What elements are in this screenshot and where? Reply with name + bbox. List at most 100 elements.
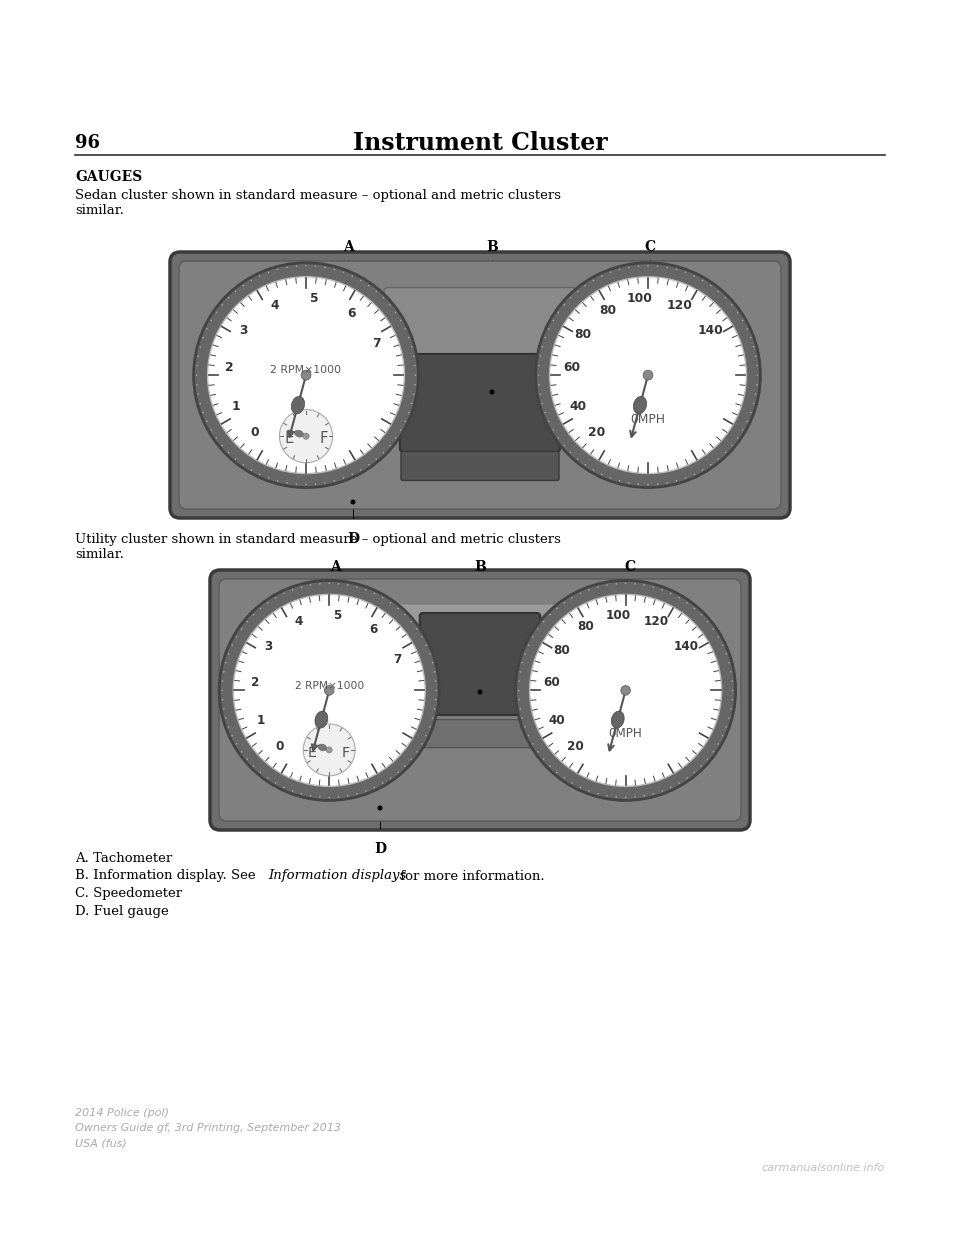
- Circle shape: [732, 689, 733, 692]
- Text: 120: 120: [666, 298, 692, 312]
- Circle shape: [259, 473, 260, 476]
- Circle shape: [243, 284, 244, 287]
- Text: for more information.: for more information.: [396, 869, 544, 883]
- Circle shape: [228, 452, 229, 453]
- Circle shape: [592, 279, 594, 281]
- Circle shape: [725, 297, 726, 298]
- FancyBboxPatch shape: [219, 579, 741, 821]
- Circle shape: [606, 584, 608, 586]
- Circle shape: [286, 267, 288, 268]
- Circle shape: [564, 445, 565, 446]
- Circle shape: [373, 592, 375, 594]
- Text: carmanualsonline.info: carmanualsonline.info: [761, 1163, 885, 1172]
- Circle shape: [416, 628, 418, 630]
- FancyBboxPatch shape: [401, 451, 559, 481]
- Circle shape: [292, 589, 294, 591]
- Circle shape: [198, 394, 199, 395]
- Circle shape: [701, 765, 702, 766]
- Text: 2: 2: [226, 360, 234, 374]
- Circle shape: [373, 786, 375, 789]
- Circle shape: [540, 355, 541, 356]
- Circle shape: [661, 790, 663, 791]
- Circle shape: [755, 355, 756, 356]
- Circle shape: [549, 277, 747, 473]
- Circle shape: [343, 477, 345, 478]
- Circle shape: [200, 402, 202, 405]
- FancyBboxPatch shape: [179, 261, 781, 509]
- Circle shape: [731, 445, 732, 446]
- Ellipse shape: [292, 396, 304, 414]
- Circle shape: [324, 482, 325, 483]
- Circle shape: [414, 384, 416, 385]
- Text: 5: 5: [333, 610, 341, 622]
- Text: 100: 100: [627, 292, 653, 306]
- Circle shape: [619, 479, 620, 482]
- Circle shape: [552, 428, 554, 431]
- Circle shape: [259, 276, 260, 277]
- Text: 6: 6: [347, 307, 355, 319]
- Circle shape: [657, 483, 659, 484]
- Circle shape: [203, 412, 204, 414]
- Text: F: F: [319, 431, 327, 446]
- Circle shape: [243, 465, 244, 466]
- Text: similar.: similar.: [75, 204, 124, 216]
- Text: 60: 60: [564, 360, 580, 374]
- Circle shape: [588, 790, 589, 791]
- Circle shape: [540, 394, 541, 395]
- Circle shape: [421, 743, 422, 745]
- Circle shape: [558, 437, 559, 438]
- Circle shape: [259, 607, 261, 610]
- Text: similar.: similar.: [75, 548, 124, 560]
- Text: D: D: [374, 842, 386, 856]
- Circle shape: [742, 319, 744, 322]
- Circle shape: [400, 319, 401, 322]
- Circle shape: [196, 384, 198, 385]
- Text: C: C: [624, 560, 636, 574]
- Circle shape: [235, 458, 236, 460]
- Circle shape: [564, 777, 565, 779]
- Circle shape: [601, 276, 603, 277]
- Circle shape: [570, 297, 571, 298]
- Circle shape: [619, 268, 620, 271]
- Text: 2 RPM×1000: 2 RPM×1000: [295, 681, 364, 691]
- FancyBboxPatch shape: [170, 252, 790, 518]
- Circle shape: [746, 421, 748, 422]
- Circle shape: [539, 365, 540, 366]
- Circle shape: [292, 790, 294, 791]
- Circle shape: [416, 751, 418, 753]
- Circle shape: [732, 681, 733, 682]
- Circle shape: [235, 291, 236, 292]
- Circle shape: [643, 795, 645, 796]
- Circle shape: [653, 792, 654, 795]
- Circle shape: [580, 786, 581, 789]
- Circle shape: [390, 777, 392, 779]
- Circle shape: [524, 727, 526, 728]
- Circle shape: [544, 337, 546, 339]
- Text: 6: 6: [369, 623, 377, 636]
- Circle shape: [203, 337, 204, 339]
- Circle shape: [538, 751, 539, 753]
- Circle shape: [597, 586, 599, 587]
- Circle shape: [731, 708, 732, 709]
- Circle shape: [707, 759, 708, 760]
- Circle shape: [206, 328, 207, 329]
- Circle shape: [750, 412, 752, 414]
- Circle shape: [435, 699, 437, 700]
- Text: C. Speedometer: C. Speedometer: [75, 888, 182, 900]
- Circle shape: [225, 662, 227, 663]
- Text: 80: 80: [574, 328, 591, 342]
- Circle shape: [712, 628, 714, 630]
- Text: 80: 80: [578, 621, 594, 633]
- Circle shape: [434, 708, 436, 709]
- Text: 120: 120: [643, 616, 668, 628]
- Circle shape: [693, 473, 695, 476]
- Circle shape: [702, 279, 704, 281]
- Circle shape: [347, 795, 348, 796]
- Circle shape: [707, 621, 708, 622]
- Circle shape: [552, 319, 554, 322]
- Circle shape: [247, 759, 248, 760]
- Circle shape: [219, 580, 440, 800]
- Circle shape: [397, 771, 398, 774]
- Circle shape: [693, 276, 695, 277]
- Circle shape: [518, 699, 519, 700]
